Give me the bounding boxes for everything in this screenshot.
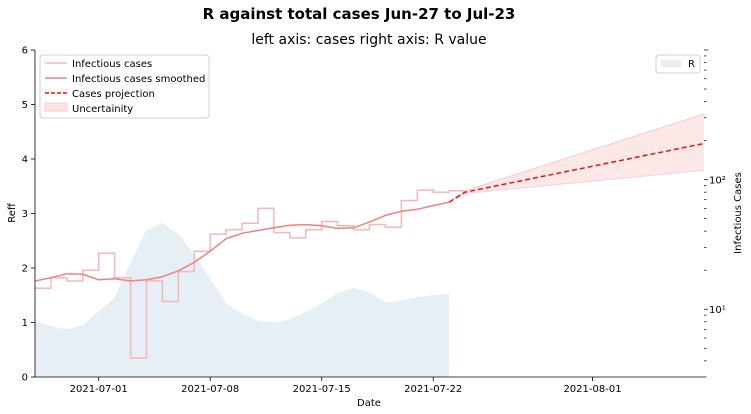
chart-subtitle: left axis: cases right axis: R value — [251, 32, 486, 48]
y-left-tick-label: 0 — [22, 373, 28, 384]
uncertainty-lower-edge — [448, 169, 705, 203]
x-tick-label: 2021-07-22 — [404, 384, 462, 395]
x-tick-label: 2021-08-01 — [563, 384, 621, 395]
y-axis-left-label: Reff — [7, 202, 18, 223]
legend-label-projection: Cases projection — [72, 89, 155, 100]
series-cases-projection — [448, 142, 705, 203]
legend-r: R — [655, 54, 701, 74]
legend-label-r: R — [688, 59, 695, 70]
y-left-tick-label: 4 — [22, 155, 28, 166]
y-left-tick-label: 5 — [22, 100, 28, 111]
legend-label-infectious-cases: Infectious cases — [72, 59, 152, 70]
legend-swatch-r — [661, 60, 681, 67]
uncertainty-band — [449, 114, 704, 203]
legend-label-uncertainty: Uncertainity — [72, 104, 133, 115]
y-right-tick-label: 10¹ — [709, 305, 726, 316]
legend-cases-frame — [39, 54, 210, 119]
y-left-tick-label: 6 — [22, 46, 28, 57]
series-infectious-cases-smoothed — [34, 201, 450, 282]
y-left-tick-label: 1 — [22, 318, 28, 329]
x-tick-label: 2021-07-01 — [70, 384, 128, 395]
y-axis-right-label: Infectious Cases — [733, 172, 744, 254]
x-axis-label: Date — [357, 398, 381, 409]
legend-label-smoothed: Infectious cases smoothed — [72, 74, 205, 85]
x-tick-label: 2021-07-15 — [293, 384, 351, 395]
y-left-tick-label: 3 — [22, 209, 28, 220]
y-left-tick-label: 2 — [22, 264, 28, 275]
series-infectious-cases — [35, 189, 466, 359]
y-right-tick-label: 10² — [709, 176, 726, 187]
legend-swatch-uncertainty — [44, 102, 68, 112]
plot-area: 0 1 2 3 4 5 6 2021-07-01 2021-07-08 2021-07-15 202… — [22, 46, 726, 396]
legend-cases: Infectious cases Infectious cases smooth… — [39, 54, 210, 119]
r-area — [35, 222, 450, 377]
x-tick-label: 2021-07-08 — [181, 384, 239, 395]
chart-title: R against total cases Jun-27 to Jul-23 — [203, 5, 516, 23]
